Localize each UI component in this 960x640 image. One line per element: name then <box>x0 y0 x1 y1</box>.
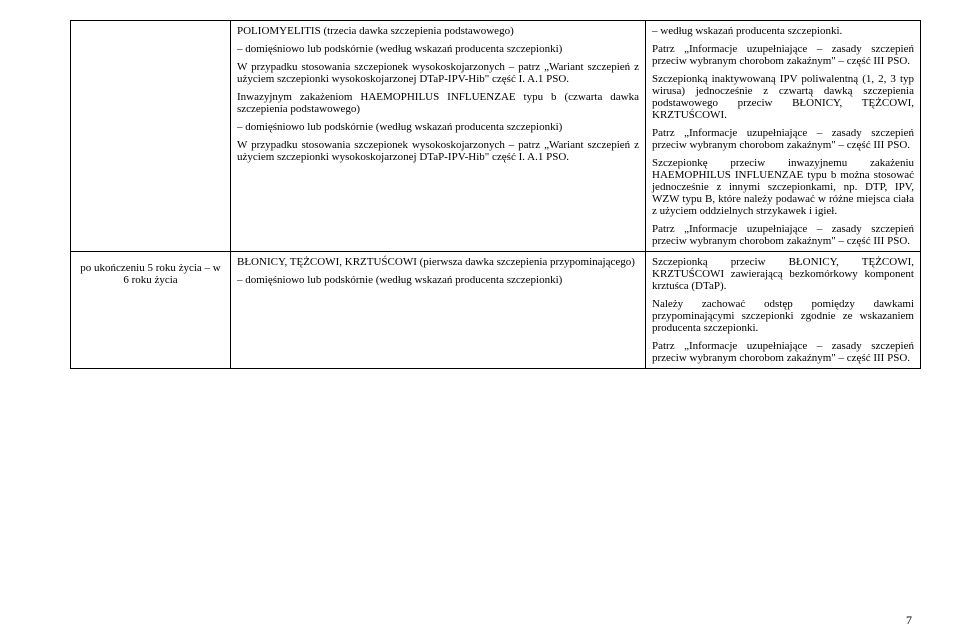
row2-col1: po ukończeniu 5 roku życia – w 6 roku ży… <box>71 252 231 369</box>
row1-col3: – według wskazań producenta szczepionki.… <box>646 21 921 252</box>
cell-paragraph: – domięśniowo lub podskórnie (według wsk… <box>237 121 639 133</box>
cell-paragraph: Patrz „Informacje uzupełniające – zasady… <box>652 43 914 67</box>
page-number: 7 <box>906 613 912 628</box>
row2-col3: Szczepionką przeciw BŁONICY, TĘŻCOWI, KR… <box>646 252 921 369</box>
cell-paragraph: Szczepionką inaktywowaną IPV poliwalentn… <box>652 73 914 121</box>
cell-paragraph: Inwazyjnym zakażeniom HAEMOPHILUS INFLUE… <box>237 91 639 115</box>
cell-paragraph: W przypadku stosowania szczepionek wysok… <box>237 139 639 163</box>
age-label: po ukończeniu 5 roku życia – w 6 roku ży… <box>77 256 224 286</box>
table-row: POLIOMYELITIS (trzecia dawka szczepienia… <box>71 21 921 252</box>
cell-paragraph: Szczepionką przeciw BŁONICY, TĘŻCOWI, KR… <box>652 256 914 292</box>
page-container: POLIOMYELITIS (trzecia dawka szczepienia… <box>0 0 960 640</box>
cell-paragraph: BŁONICY, TĘŻCOWI, KRZTUŚCOWI (pierwsza d… <box>237 256 639 268</box>
cell-paragraph: – domięśniowo lub podskórnie (według wsk… <box>237 43 639 55</box>
cell-paragraph: – domięśniowo lub podskórnie (według wsk… <box>237 274 639 286</box>
cell-paragraph: Patrz „Informacje uzupełniające – zasady… <box>652 223 914 247</box>
cell-paragraph: – według wskazań producenta szczepionki. <box>652 25 914 37</box>
cell-paragraph: POLIOMYELITIS (trzecia dawka szczepienia… <box>237 25 639 37</box>
table-row: po ukończeniu 5 roku życia – w 6 roku ży… <box>71 252 921 369</box>
row1-col2: POLIOMYELITIS (trzecia dawka szczepienia… <box>231 21 646 252</box>
row2-col2: BŁONICY, TĘŻCOWI, KRZTUŚCOWI (pierwsza d… <box>231 252 646 369</box>
row1-col1-empty <box>71 21 231 252</box>
cell-paragraph: Należy zachować odstęp pomiędzy dawkami … <box>652 298 914 334</box>
schedule-table: POLIOMYELITIS (trzecia dawka szczepienia… <box>70 20 921 369</box>
cell-paragraph: Patrz „Informacje uzupełniające – zasady… <box>652 340 914 364</box>
cell-paragraph: Szczepionkę przeciw inwazyjnemu zakażeni… <box>652 157 914 217</box>
cell-paragraph: W przypadku stosowania szczepionek wysok… <box>237 61 639 85</box>
cell-paragraph: Patrz „Informacje uzupełniające – zasady… <box>652 127 914 151</box>
